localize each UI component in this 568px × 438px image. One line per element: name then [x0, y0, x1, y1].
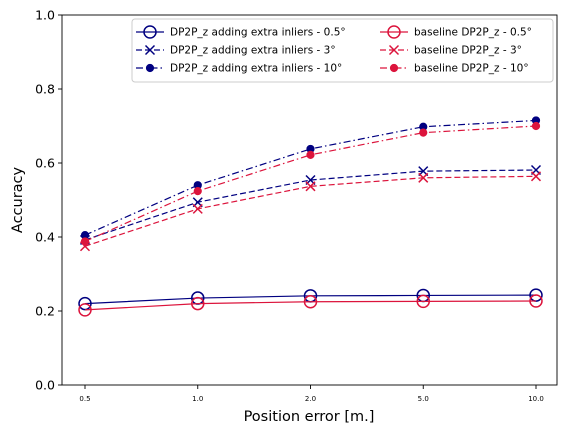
data-point: [303, 295, 318, 309]
x-axis-label: Position error [m.]: [244, 409, 375, 425]
x-tick-label: 2.0: [305, 395, 316, 403]
legend-marker: [388, 44, 400, 56]
series-line-2: [84, 119, 537, 236]
legend-marker: [144, 44, 156, 56]
data-point: [80, 237, 90, 246]
series-group-4: [79, 171, 542, 252]
x-tick-label: 0.5: [79, 395, 90, 403]
series-line-3: [84, 300, 537, 311]
legend-label: DP2P_z adding extra inliers - 10°: [170, 63, 342, 75]
x-tick-label: 1.0: [192, 395, 203, 403]
series-group-3: [78, 294, 543, 317]
legend-marker: [145, 63, 155, 73]
legend-marker: [387, 25, 401, 39]
x-tick-label: 5.0: [418, 395, 429, 403]
legend-entry-4: baseline DP2P_z - 3°: [380, 45, 522, 57]
legend-entry-3: baseline DP2P_z - 0.5°: [380, 25, 532, 39]
data-point: [306, 150, 315, 159]
data-point: [531, 121, 541, 131]
legend-marker: [143, 25, 157, 39]
plot-area: [78, 116, 543, 317]
legend-label: DP2P_z adding extra inliers - 0.5°: [170, 27, 346, 39]
y-tick-label: 0.6: [35, 156, 55, 171]
series-group-2: [80, 116, 541, 240]
data-point: [416, 294, 430, 309]
legend-box: [131, 18, 554, 83]
series-line-5: [84, 125, 537, 242]
x-tick-label: 10.0: [528, 395, 544, 403]
legend-entry-0: DP2P_z adding extra inliers - 0.5°: [136, 25, 346, 39]
data-point: [419, 128, 428, 137]
legend-entry-5: baseline DP2P_z - 10°: [380, 63, 529, 75]
legend-label: DP2P_z adding extra inliers - 3°: [170, 45, 336, 57]
y-axis-label: Accuracy: [10, 166, 26, 233]
legend-label: baseline DP2P_z - 0.5°: [414, 27, 532, 39]
data-point: [529, 294, 543, 308]
series-group-5: [80, 121, 541, 246]
legend: DP2P_z adding extra inliers - 0.5° DP2P_z…: [131, 18, 554, 83]
y-tick-label: 0.4: [35, 230, 55, 245]
y-tick-label: 0.2: [35, 304, 55, 319]
axes-frame: [61, 14, 558, 386]
legend-marker: [389, 63, 399, 73]
data-point: [192, 203, 203, 214]
data-point: [191, 296, 205, 311]
data-point: [193, 187, 202, 196]
y-tick-label: 0.8: [35, 82, 55, 97]
legend-entry-1: DP2P_z adding extra inliers - 3°: [136, 45, 336, 57]
data-point: [418, 172, 429, 183]
y-tick-label: 1.0: [35, 8, 55, 23]
legend-label: baseline DP2P_z - 3°: [414, 45, 522, 57]
y-tick-label: 0.0: [35, 378, 55, 393]
legend-entry-2: DP2P_z adding extra inliers - 10°: [136, 63, 342, 75]
legend-label: baseline DP2P_z - 10°: [414, 63, 529, 75]
axes-layer: 0.0 0.2 0.4 0.6 0.8 1.0 0.5 1.0 2.0 5.0 10.0: [35, 8, 558, 403]
data-point: [78, 303, 92, 317]
data-point: [305, 181, 316, 192]
data-point: [530, 171, 542, 182]
